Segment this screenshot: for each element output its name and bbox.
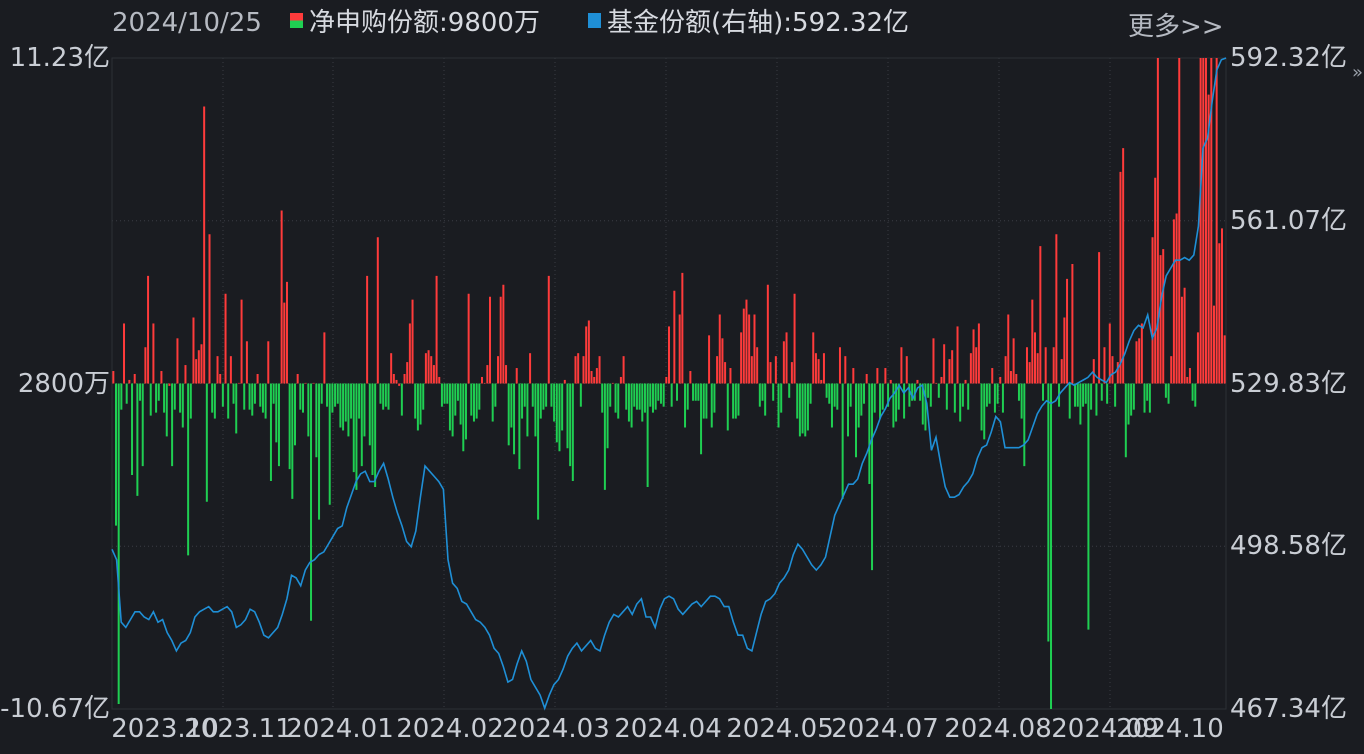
x-axis-tick-label: 2024.03 — [502, 714, 610, 744]
legend-fund-shares[interactable]: 基金份额(右轴):592.32亿 — [588, 4, 909, 42]
x-axis-tick-label: 2024.01 — [286, 714, 394, 744]
right-axis-tick-label: 529.83亿 — [1230, 368, 1347, 399]
expand-chevron-icon[interactable]: » — [1352, 62, 1364, 83]
plot-border — [111, 57, 1227, 710]
grid-lines — [111, 57, 1227, 710]
legend-fund-shares-label: 基金份额(右轴) — [607, 8, 784, 38]
left-axis-tick-label: 2800万 — [17, 368, 110, 399]
right-axis-tick-label: 561.07亿 — [1230, 205, 1347, 236]
right-axis-tick-label: 498.58亿 — [1230, 531, 1347, 562]
x-axis-tick-label: 2024.08 — [944, 714, 1052, 744]
x-axis-tick-label: 2024.09 — [1051, 714, 1159, 744]
more-button[interactable]: 更多>> — [1128, 12, 1224, 42]
fund-shares-line — [111, 57, 1227, 711]
x-axis-tick-label: 2024.02 — [396, 714, 504, 744]
left-axis-tick-label: -10.67亿 — [0, 694, 110, 724]
legend-fund-shares-value: :592.32亿 — [783, 8, 910, 38]
net-subscription-bars — [112, 58, 1226, 709]
legend-net-subscription-value: :9800万 — [439, 8, 540, 38]
legend-red-green-swatch-icon — [290, 13, 303, 28]
header-date: 2024/10/25 — [112, 8, 262, 38]
x-axis-tick-label: 2024.05 — [726, 714, 834, 744]
right-axis-tick-label: 592.32亿 — [1230, 43, 1347, 73]
right-axis-tick-label: 467.34亿 — [1230, 694, 1347, 724]
x-axis-tick-label: 2024.07 — [831, 714, 939, 744]
left-axis-tick-label: 11.23亿 — [9, 43, 110, 73]
x-axis-tick-label: 2024.04 — [614, 714, 722, 744]
legend-net-subscription-label: 净申购份额 — [309, 8, 440, 38]
x-axis-tick-label: 2024.10 — [1116, 714, 1224, 744]
legend-net-subscription[interactable]: 净申购份额:9800万 — [290, 4, 540, 42]
fund-shares-series-line — [111, 57, 1227, 711]
legend-blue-swatch-icon — [588, 13, 601, 28]
x-axis-tick-label: 2023.11 — [184, 714, 292, 744]
x-axis-tick-label: 2023.10 — [111, 714, 219, 744]
